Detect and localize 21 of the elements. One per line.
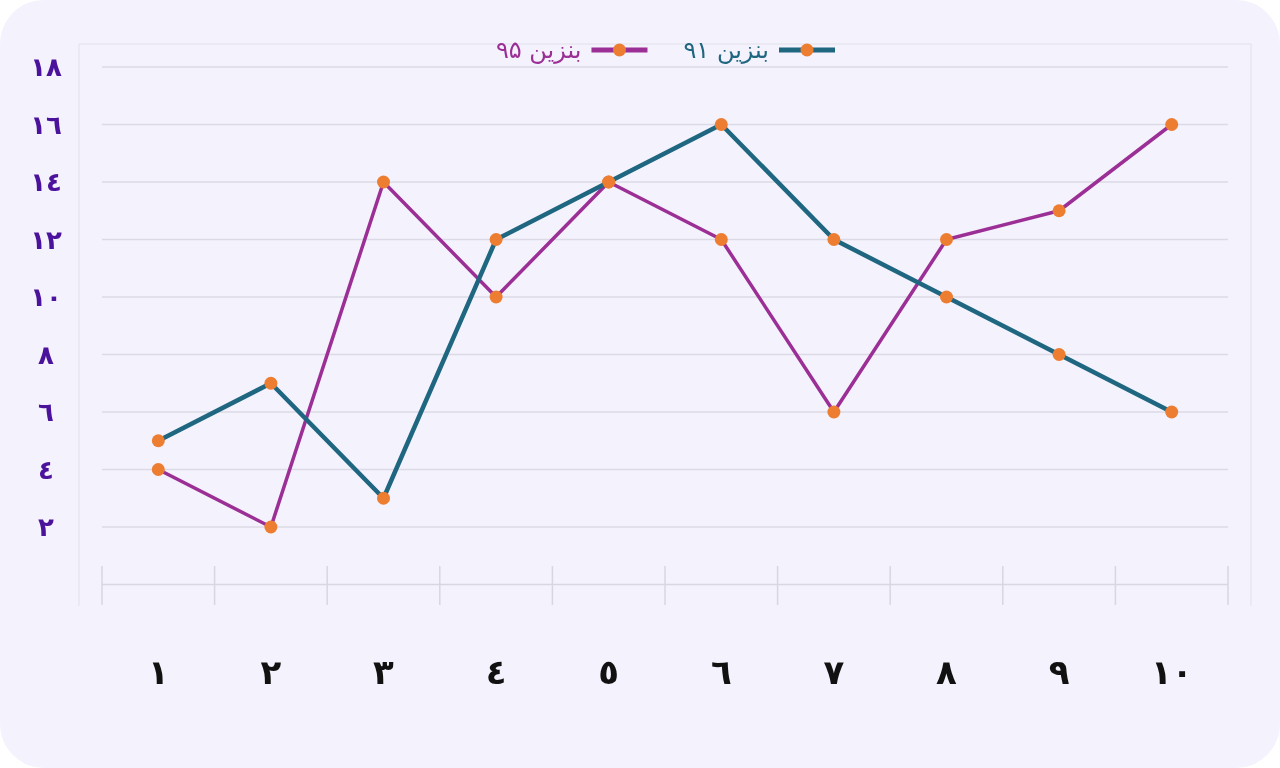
x-tick-label: ٧ bbox=[823, 652, 845, 692]
y-tick-label: ٦ bbox=[38, 397, 54, 427]
legend-label: بنزین ۹۱ bbox=[683, 36, 769, 64]
y-tick-label: ٤ bbox=[38, 454, 54, 485]
x-tick-label: ٨ bbox=[936, 652, 958, 692]
legend-label: بنزین ۹۵ bbox=[495, 36, 582, 64]
y-tick-label: ٨ bbox=[38, 339, 55, 370]
x-tick-label: ٩ bbox=[1048, 652, 1070, 692]
y-tick-label: ١٤ bbox=[30, 167, 62, 197]
x-tick-label: ٣ bbox=[373, 652, 395, 692]
y-tick-label: ١٦ bbox=[30, 109, 62, 140]
x-tick-label: ١ bbox=[147, 652, 169, 692]
x-tick-label: ٦ bbox=[710, 652, 732, 692]
y-tick-label: ١٢ bbox=[30, 224, 62, 255]
x-tick-label: ٤ bbox=[485, 652, 507, 692]
y-tick-label: ٢ bbox=[38, 512, 55, 542]
x-tick-label: ١٠ bbox=[1150, 652, 1193, 692]
x-tick-label: ٢ bbox=[260, 652, 282, 692]
y-tick-label: ١٠ bbox=[30, 282, 62, 312]
x-tick-label: ٥ bbox=[598, 652, 620, 692]
y-tick-label: ١٨ bbox=[30, 52, 62, 82]
